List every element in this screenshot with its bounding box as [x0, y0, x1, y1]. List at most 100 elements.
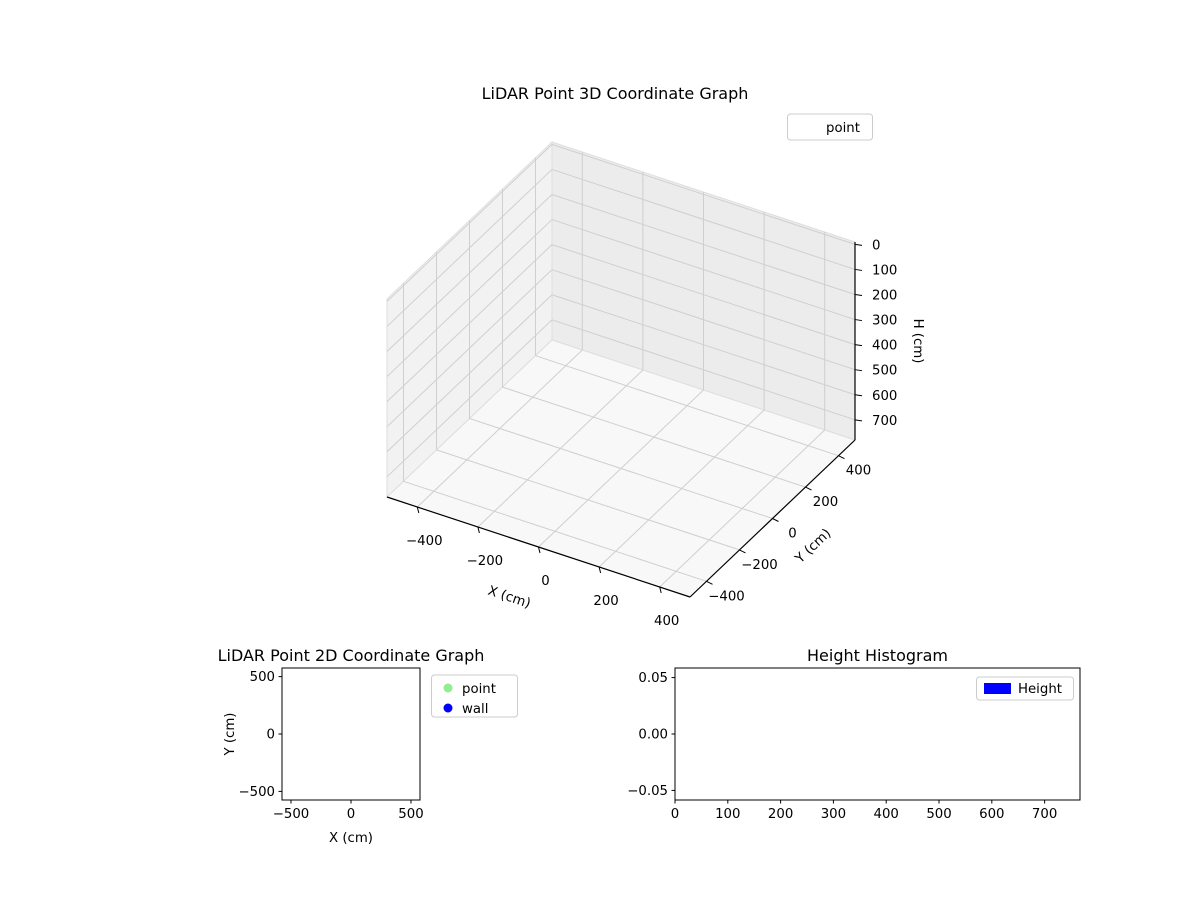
- grid-z-right-wall: [551, 269, 856, 371]
- y-tick: [739, 549, 746, 554]
- y-tick-label: −200: [741, 558, 778, 573]
- plot3d-xlabel: X (cm): [486, 584, 532, 612]
- plot3d-title: LiDAR Point 3D Coordinate Graph: [482, 84, 749, 103]
- x-tick: [538, 546, 541, 554]
- grid-z-right-wall: [551, 244, 856, 346]
- grid-z-left-wall: [386, 294, 553, 453]
- grid-z-left-wall: [386, 319, 553, 478]
- legend-2d-point-marker-icon: [443, 683, 453, 693]
- axes-frame: [281, 667, 421, 801]
- plot-2d-coordinate-graph: −500 0 500 500 0 −500: [238, 667, 424, 822]
- plot-3d-coordinate-graph: −400 −200 0 200 400 −400 −200 0 200 400 0 100 200 300…: [386, 140, 897, 629]
- x-tick-label: −400: [406, 534, 443, 549]
- y-tick-label: 0.05: [638, 671, 668, 686]
- y-tick-label: 0: [267, 728, 275, 743]
- x-tick-label: 100: [715, 807, 740, 822]
- legend-3d-box: [787, 113, 873, 141]
- grid-z-left-wall: [386, 194, 553, 352]
- x-tick-label: −200: [467, 554, 504, 569]
- z-tick: [854, 419, 863, 422]
- grid-y-floor: [535, 355, 839, 457]
- y-tick-label: −400: [708, 589, 745, 604]
- x-tick-label: 0: [347, 807, 355, 822]
- grid-y-floor: [403, 480, 707, 582]
- x-tick: [659, 586, 662, 594]
- plot2d-xlabel: X (cm): [329, 831, 373, 846]
- x-tick-label: 500: [926, 807, 951, 822]
- grid-z-left-wall: [386, 169, 553, 327]
- z-tick-label: 100: [872, 263, 897, 278]
- y-tick: [838, 455, 845, 460]
- z-tick: [854, 369, 863, 372]
- grid-z-right-wall: [551, 143, 856, 245]
- y-tick-label: 200: [813, 495, 838, 510]
- y-tick-label: −500: [238, 785, 275, 800]
- x-tick-label: 0: [671, 807, 679, 822]
- legend-2d-point-label: point: [462, 682, 496, 697]
- grid-z-left-wall: [386, 144, 553, 302]
- x-tick: [477, 526, 480, 534]
- legend-2d: point wall: [431, 674, 518, 718]
- x-tick-label: 300: [821, 807, 846, 822]
- z-tick: [854, 319, 863, 322]
- plot3d-zlabel: H (cm): [910, 319, 925, 364]
- z-tick: [854, 394, 863, 397]
- histogram-title: Height Histogram: [807, 646, 948, 665]
- y-tick: [706, 580, 713, 585]
- x-tick-label: 200: [768, 807, 793, 822]
- plot2d-title: LiDAR Point 2D Coordinate Graph: [218, 646, 485, 665]
- grid-z-left-wall: [386, 244, 553, 402]
- grid-z-right-wall: [551, 294, 856, 396]
- grid-z-right-wall: [551, 219, 856, 321]
- legend-histogram-height-swatch-icon: [984, 683, 1011, 694]
- z-tick-label: 600: [872, 389, 897, 404]
- x-tick-label: 200: [593, 594, 618, 609]
- y-tick-label: 500: [250, 670, 275, 685]
- legend-2d-wall-marker-icon: [443, 703, 453, 713]
- x-tick-label: 500: [398, 807, 423, 822]
- legend-2d-wall-label: wall: [462, 702, 488, 717]
- y-tick: [805, 486, 812, 491]
- x-tick-label: 400: [654, 614, 679, 629]
- plot3d-ylabel: Y (cm): [792, 526, 834, 567]
- z-tick-label: 300: [872, 314, 897, 329]
- legend-3d: point: [787, 113, 873, 141]
- x-tick-label: 600: [979, 807, 1004, 822]
- y-tick-label: 0: [788, 527, 796, 542]
- grid-z-left-wall: [386, 219, 553, 377]
- x-tick: [598, 566, 602, 574]
- grid-z-left-wall: [386, 269, 553, 428]
- legend-3d-point-label: point: [826, 121, 860, 136]
- grid-z-right-wall: [551, 319, 856, 421]
- grid-y-floor: [436, 449, 740, 551]
- grid-z-right-wall: [551, 194, 856, 295]
- y-tick-label: 400: [846, 464, 871, 479]
- grid-y-floor: [469, 418, 773, 519]
- x-tick-label: −500: [273, 807, 310, 822]
- z-tick: [854, 344, 863, 347]
- legend-histogram-box: [976, 676, 1074, 701]
- z-tick: [854, 294, 863, 296]
- y-tick-label: 0.00: [638, 728, 668, 743]
- y-tick-label: −0.05: [627, 784, 668, 799]
- y-tick: [772, 518, 779, 522]
- z-tick-label: 400: [872, 339, 897, 354]
- z-tick: [854, 243, 863, 246]
- grid-z-right-wall: [551, 168, 856, 270]
- z-tick-label: 700: [872, 414, 897, 429]
- legend-2d-box: [431, 674, 518, 718]
- z-tick: [854, 268, 863, 271]
- plot2d-ylabel: Y (cm): [223, 713, 238, 757]
- x-tick-label: 400: [874, 807, 899, 822]
- z-tick-label: 200: [872, 289, 897, 304]
- grid-y-floor: [502, 386, 806, 488]
- z-tick-label: 0: [872, 238, 880, 253]
- x-tick-label: 700: [1032, 807, 1057, 822]
- legend-histogram-height-label: Height: [1018, 682, 1062, 697]
- z-tick-label: 500: [872, 364, 897, 379]
- x-tick-label: 0: [541, 574, 549, 589]
- x-tick: [416, 506, 420, 514]
- legend-histogram: Height: [976, 676, 1074, 701]
